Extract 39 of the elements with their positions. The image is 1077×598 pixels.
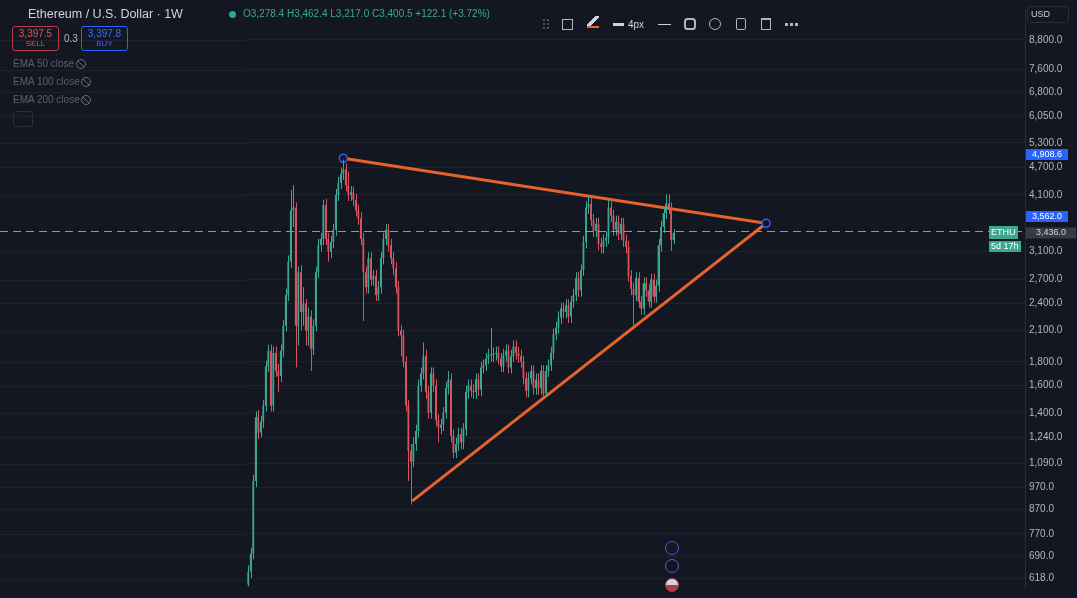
text: 0.3 (64, 33, 78, 44)
y-tick-label: 1,400.0 (1029, 406, 1063, 418)
y-tick-label: 4,700.0 (1029, 160, 1063, 172)
text: EMA 50 close (13, 58, 75, 69)
text: USD (1031, 9, 1051, 19)
y-tick-label: 618.0 (1029, 572, 1055, 584)
y-tick-label: 6,050.0 (1029, 109, 1063, 121)
text: 4,908.6 (1026, 149, 1068, 160)
y-tick-label: 1,090.0 (1029, 457, 1063, 469)
text: EMA 100 close (13, 76, 80, 87)
y-tick-label: 3,100.0 (1029, 245, 1063, 257)
y-tick-label: 2,100.0 (1029, 324, 1063, 336)
chart-subtitle: O3,278.4 H3,462.4 L3,217.0 C3,400.5 +122.1 (+3.72%) (243, 8, 490, 19)
y-tick-label: 970.0 (1029, 480, 1055, 492)
y-tick-label: 770.0 (1029, 527, 1055, 539)
y-tick-label: 2,700.0 (1029, 273, 1063, 285)
y-tick-label: 8,800.0 (1029, 33, 1063, 45)
text: EMA 200 close (13, 94, 80, 105)
text: SELL (24, 39, 47, 48)
y-tick-label: 7,600.0 (1029, 63, 1063, 75)
y-tick-label: 1,800.0 (1029, 355, 1063, 367)
text: BUY (95, 39, 114, 48)
y-tick-label: 4,100.0 (1029, 188, 1063, 200)
annotation: 4px (628, 19, 645, 30)
y-tick-label: 1,600.0 (1029, 379, 1063, 391)
y-tick-label: 1,240.0 (1029, 431, 1063, 443)
annotation: 5d 17h (989, 241, 1021, 252)
y-tick-label: 6,800.0 (1029, 85, 1063, 97)
text: Ethereum / U.S. Dollar · 1W (28, 7, 183, 21)
text: 3,397.8 (86, 28, 123, 39)
ref-line-label: 3,436.0 (1035, 227, 1067, 238)
text: 3,397.5 (17, 28, 54, 39)
y-tick-label: 870.0 (1029, 502, 1055, 514)
y-tick-label: 5,300.0 (1029, 136, 1063, 148)
y-tick-label: 2,400.0 (1029, 297, 1063, 309)
drawing-toolbar: 4px (539, 10, 804, 40)
y-tick-label: 690.0 (1029, 550, 1055, 561)
annotation: ETHU (989, 226, 1018, 239)
text: 3,562.0 (1026, 211, 1068, 222)
